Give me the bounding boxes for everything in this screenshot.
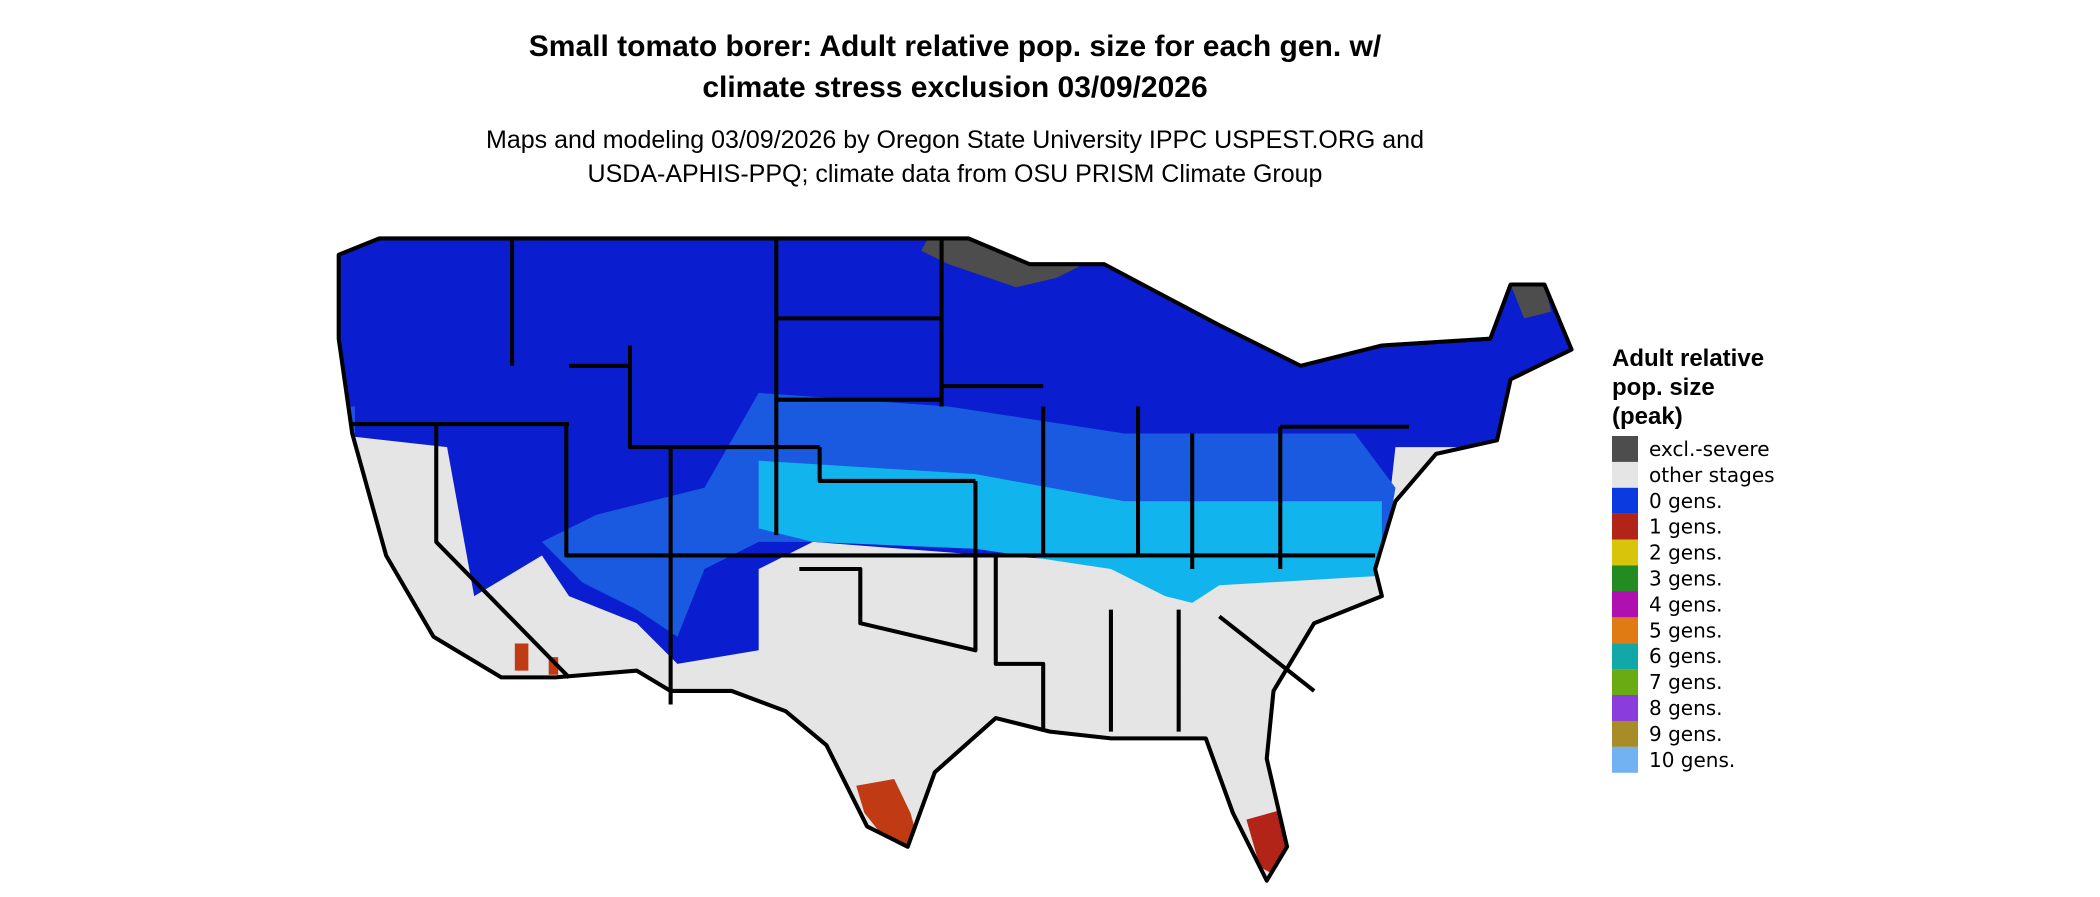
legend-label: 7 gens.	[1649, 670, 1723, 694]
legend-swatch	[1612, 746, 1638, 773]
legend-title: (peak)	[1612, 403, 1683, 430]
subtitle: Maps and modeling 03/09/2026 by Oregon S…	[486, 126, 1424, 154]
legend-swatch	[1612, 720, 1638, 747]
legend-swatch	[1612, 591, 1638, 618]
legend-swatch	[1612, 669, 1638, 696]
legend-title: pop. size	[1612, 374, 1715, 401]
us-map	[336, 236, 1574, 883]
legend-swatch	[1612, 539, 1638, 566]
legend-label: excl.-severe	[1649, 437, 1770, 461]
title: climate stress exclusion 03/09/2026	[702, 71, 1207, 104]
subtitle: USDA-APHIS-PPQ; climate data from OSU PR…	[588, 160, 1323, 188]
legend-label: 9 gens.	[1649, 722, 1723, 746]
legend-label: 10 gens.	[1649, 748, 1735, 772]
legend-swatch	[1612, 565, 1638, 592]
legend-swatch	[1612, 617, 1638, 644]
legend-label: 8 gens.	[1649, 696, 1723, 720]
legend-label: 0 gens.	[1649, 489, 1723, 513]
legend-label: other stages	[1649, 463, 1775, 487]
title: Small tomato borer: Adult relative pop. …	[529, 30, 1382, 63]
legend-label: 1 gens.	[1649, 515, 1723, 539]
legend-swatch	[1612, 487, 1638, 514]
legend-label: 3 gens.	[1649, 567, 1723, 591]
legend-swatch	[1612, 643, 1638, 670]
legend-swatch	[1612, 436, 1638, 462]
legend: Adult relative pop. size (peak) excl.-se…	[1612, 345, 1775, 773]
legend-label: 5 gens.	[1649, 618, 1723, 642]
legend-swatch	[1612, 695, 1638, 721]
legend-swatch	[1612, 513, 1638, 540]
legend-label: 6 gens.	[1649, 644, 1723, 668]
legend-label: 2 gens.	[1649, 541, 1723, 565]
legend-label: 4 gens.	[1649, 592, 1723, 616]
legend-title: Adult relative	[1612, 345, 1764, 372]
legend-swatch	[1612, 461, 1638, 488]
